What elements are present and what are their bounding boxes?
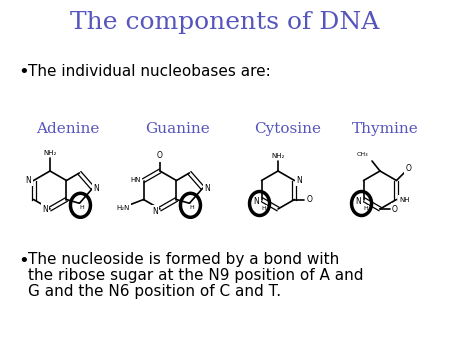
Text: The individual nucleobases are:: The individual nucleobases are: [28,65,271,79]
Text: O: O [405,164,411,173]
Text: N: N [42,204,48,214]
Text: H: H [363,206,368,211]
Text: N: N [204,184,210,193]
Text: N: N [152,207,158,216]
Text: Guanine: Guanine [146,122,211,136]
Text: N: N [26,176,32,185]
Text: N: N [356,197,361,206]
Text: NH: NH [399,196,410,202]
Text: H: H [261,206,266,211]
Text: H: H [189,205,194,210]
Text: Thymine: Thymine [351,122,418,136]
Text: the ribose sugar at the N9 position of A and: the ribose sugar at the N9 position of A… [28,268,364,283]
Text: H₂N: H₂N [117,204,130,211]
Text: N: N [93,184,99,193]
Text: The nucleoside is formed by a bond with: The nucleoside is formed by a bond with [28,252,339,267]
Text: Cytosine: Cytosine [255,122,321,136]
Text: Adenine: Adenine [36,122,100,136]
Text: •: • [18,63,29,81]
Text: H: H [79,205,84,210]
Text: N: N [297,176,302,185]
Text: G and the N6 position of C and T.: G and the N6 position of C and T. [28,284,281,299]
Text: O: O [306,195,312,204]
Text: O: O [392,204,398,214]
Text: •: • [18,252,29,270]
Text: CH₃: CH₃ [356,152,368,158]
Text: HN: HN [130,177,141,184]
Text: NH₂: NH₂ [271,153,285,159]
Text: The components of DNA: The components of DNA [70,10,380,33]
Text: N: N [254,197,259,206]
Text: O: O [157,151,163,161]
Text: NH₂: NH₂ [43,150,57,156]
